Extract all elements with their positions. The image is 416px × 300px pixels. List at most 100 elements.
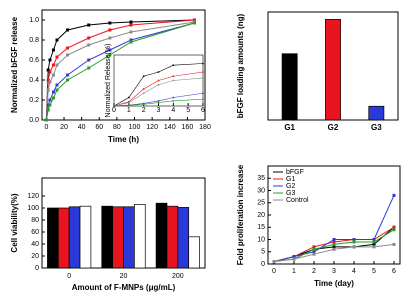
x-tick-label: 3 xyxy=(332,268,336,275)
marker xyxy=(129,23,133,27)
marker xyxy=(87,66,91,70)
marker xyxy=(108,36,112,40)
bar xyxy=(68,206,81,269)
marker xyxy=(87,43,91,47)
marker xyxy=(48,70,52,74)
marker xyxy=(108,53,112,57)
bar xyxy=(123,206,135,269)
marker xyxy=(48,103,52,107)
marker xyxy=(312,252,316,256)
marker xyxy=(51,48,55,52)
bar xyxy=(47,207,59,269)
marker xyxy=(55,83,59,87)
legend-label: G2 xyxy=(286,183,295,190)
x-tick-label: 160 xyxy=(182,124,194,131)
marker xyxy=(128,104,130,106)
marker xyxy=(55,38,59,42)
y-tick-label: 20 xyxy=(257,212,265,219)
marker xyxy=(332,247,336,251)
x-axis-title: Time (day) xyxy=(314,279,354,288)
marker xyxy=(128,101,130,104)
series-line xyxy=(113,71,204,107)
y-tick-label: 80 xyxy=(31,217,39,224)
marker xyxy=(392,225,396,229)
marker xyxy=(352,245,356,249)
marker xyxy=(66,46,70,50)
bar xyxy=(134,204,146,269)
bar xyxy=(57,207,70,269)
y-tick-label: 120 xyxy=(27,193,39,200)
marker xyxy=(202,77,204,79)
marker xyxy=(172,100,175,102)
marker xyxy=(392,228,396,232)
x-tick-label: 0 xyxy=(67,273,71,280)
marker xyxy=(202,92,204,94)
marker xyxy=(128,96,130,99)
bar xyxy=(155,202,168,269)
x-tick-label: 80 xyxy=(113,124,121,131)
marker xyxy=(55,55,59,59)
legend-label: G3 xyxy=(286,190,295,197)
marker xyxy=(332,242,336,246)
x-tick-label: 2 xyxy=(312,268,316,275)
marker xyxy=(48,58,52,62)
bar xyxy=(101,205,113,269)
marker xyxy=(48,98,52,102)
y-axis-title: Fold proliferation increase xyxy=(236,164,245,265)
marker xyxy=(46,108,50,112)
series-line xyxy=(113,63,204,107)
marker xyxy=(392,242,396,246)
y-tick-label: 5 xyxy=(261,249,265,256)
marker xyxy=(129,38,133,42)
x-tick-label: 5 xyxy=(372,268,376,275)
marker xyxy=(66,28,70,32)
marker xyxy=(44,118,48,122)
marker xyxy=(292,257,296,261)
x-tick-label: 6 xyxy=(201,107,205,114)
marker xyxy=(51,96,55,100)
bar xyxy=(79,205,92,269)
y-tick-label: 25 xyxy=(257,200,265,207)
marker xyxy=(192,21,196,25)
marker xyxy=(51,90,55,94)
x-tick-label: 0 xyxy=(272,268,276,275)
series-line xyxy=(113,98,204,107)
series-line xyxy=(45,19,195,121)
y-tick-label: 100 xyxy=(27,205,39,212)
marker xyxy=(157,100,160,102)
series-line xyxy=(113,77,204,107)
marker xyxy=(332,238,336,241)
marker xyxy=(172,96,175,99)
marker xyxy=(129,20,133,24)
x-tick-label: 5 xyxy=(186,107,190,114)
marker xyxy=(66,73,70,77)
x-tick-label: 1 xyxy=(127,107,131,114)
series-line xyxy=(45,22,195,121)
marker xyxy=(352,238,356,241)
x-tick-label: 20 xyxy=(60,124,68,131)
marker xyxy=(312,245,316,249)
x-tick-label: 6 xyxy=(392,268,396,275)
y-tick-label: 60 xyxy=(31,229,39,236)
marker xyxy=(157,79,160,82)
y-tick-label: 40 xyxy=(31,241,39,248)
marker xyxy=(272,260,276,264)
marker xyxy=(142,75,145,77)
marker xyxy=(172,75,175,77)
x-tick-label: G3 xyxy=(371,123,382,132)
bar xyxy=(188,236,200,269)
marker xyxy=(55,63,59,67)
marker xyxy=(108,28,112,32)
marker xyxy=(48,80,52,84)
y-tick-label: 0.2 xyxy=(29,97,39,104)
bar xyxy=(166,205,179,269)
marker xyxy=(202,98,204,100)
marker xyxy=(108,21,112,25)
bar xyxy=(177,207,190,269)
x-tick-label: 120 xyxy=(146,124,158,131)
x-tick-label: 200 xyxy=(172,273,184,280)
marker xyxy=(172,79,175,82)
x-axis-title: Time (h) xyxy=(108,135,139,144)
marker xyxy=(87,58,91,62)
